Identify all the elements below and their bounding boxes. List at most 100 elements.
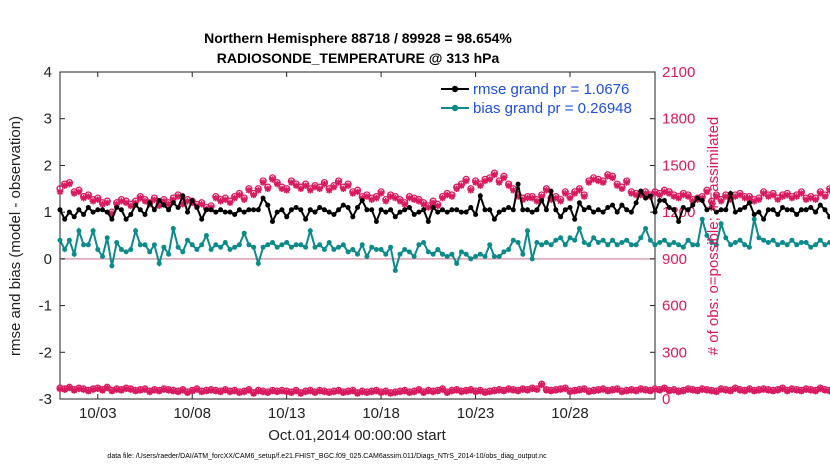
obs_assimilated-point [458, 182, 465, 189]
obs_assimilated-point [363, 193, 371, 200]
rmse-point [449, 207, 455, 213]
rmse-point [784, 207, 790, 213]
bias-point [501, 249, 507, 255]
rmse-point [827, 214, 830, 220]
obs_lower_assimilated-point [66, 384, 73, 392]
obs_assimilated-point [264, 185, 271, 192]
rmse-point [775, 212, 781, 217]
rmse-point [274, 209, 280, 215]
bias-point [827, 240, 830, 245]
rmse-point [435, 209, 441, 215]
rmse-point [709, 205, 715, 210]
obs_assimilated-point [335, 179, 342, 186]
legend-bias-marker [451, 104, 459, 112]
rmse-point [520, 207, 526, 213]
legend: rmse grand pr = 1.0676 bias grand pr = 0… [435, 78, 650, 118]
obs_lower_assimilated-point [453, 387, 460, 394]
obs_assimilated-point [774, 196, 781, 203]
rmse-point [553, 207, 559, 213]
rmse-point [789, 207, 795, 213]
obs_assimilated-point [141, 198, 149, 205]
obs_lower_assimilated-point [368, 388, 375, 396]
rmse-point [652, 209, 658, 215]
bias-point [326, 240, 332, 245]
obs_lower_assimilated-point [703, 387, 711, 394]
obs_lower_assimilated-point [127, 386, 135, 393]
rmse-point [548, 188, 554, 194]
legend-rmse-label: rmse grand pr = 1.0676 [473, 81, 629, 98]
obs_lower_assimilated-point [477, 388, 484, 395]
rmse-point [189, 198, 195, 203]
obs_lower_assimilated-point [288, 389, 295, 396]
x-tick-label: 10/08 [173, 405, 211, 422]
bias-point [369, 244, 375, 250]
rmse-point [151, 207, 157, 213]
rmse-point [203, 207, 209, 213]
obs_assimilated-point [415, 198, 423, 205]
bias-point [288, 244, 294, 250]
rmse-point [222, 209, 228, 215]
rmse-point [444, 209, 450, 215]
bias-point [123, 249, 129, 255]
obs_lower_assimilated-point [222, 387, 229, 394]
bias-point [118, 247, 124, 252]
rmse-point [100, 207, 105, 213]
bias-point [284, 240, 290, 245]
obs_assimilated-point [122, 199, 130, 206]
obs_lower_assimilated-point [462, 388, 470, 395]
obs_lower_assimilated-point [699, 386, 706, 393]
rmse-point [468, 205, 474, 210]
rmse-point [161, 202, 167, 208]
obs_assimilated-point [543, 187, 550, 194]
bias-point [95, 247, 101, 252]
bias-point [817, 237, 823, 243]
obs_lower_assimilated-point [755, 387, 763, 394]
obs_assimilated-point [628, 190, 635, 197]
obs_lower_assimilated-point [727, 388, 734, 395]
bias-point [624, 237, 630, 243]
obs_assimilated-point [510, 187, 517, 194]
rmse-point [567, 205, 573, 210]
rmse-point [685, 207, 691, 213]
rmse-point [690, 202, 696, 208]
obs_lower_assimilated-point [481, 389, 489, 396]
rmse-point [680, 205, 686, 210]
bias-point [628, 242, 634, 248]
rmse-point [425, 219, 431, 224]
x-tick-label: 10/28 [551, 405, 589, 422]
bias-point [227, 247, 233, 252]
bias-point [728, 242, 734, 248]
obs_lower_assimilated-point [141, 386, 149, 393]
obs_assimilated-point [160, 198, 168, 205]
obs_lower_assimilated-point [717, 386, 725, 393]
y-tick-left-label: -1 [39, 298, 52, 315]
obs_assimilated-point [155, 202, 163, 210]
obs_assimilated-point [118, 198, 125, 205]
bias-point [444, 254, 450, 259]
rmse-point [718, 207, 724, 213]
obs_assimilated-point [495, 179, 503, 186]
obs_assimilated-point [618, 185, 626, 192]
bias-point [614, 242, 620, 248]
bias-point [539, 242, 545, 248]
rmse-point [175, 205, 181, 210]
bias-point [279, 242, 285, 248]
obs_assimilated-point [788, 194, 796, 202]
obs_lower_assimilated-point [736, 387, 744, 394]
obs_assimilated-point [533, 198, 541, 205]
obs_lower_assimilated-point [500, 388, 508, 395]
bias-point [595, 240, 601, 245]
obs_lower_assimilated-point [495, 387, 503, 394]
rmse-point [364, 207, 370, 213]
obs_assimilated-point [80, 194, 87, 202]
bias-point [713, 242, 719, 248]
obs_lower_assimilated-point [788, 386, 796, 393]
obs_lower_assimilated-point [108, 388, 116, 395]
obs_assimilated-point [222, 196, 229, 203]
obs_lower_assimilated-point [580, 386, 588, 393]
rmse-point [307, 207, 313, 213]
obs_lower_assimilated-point [61, 386, 68, 393]
y-tick-right-label: 2100 [662, 64, 695, 81]
x-axis-label: Oct.01,2014 00:00:00 start [268, 427, 446, 444]
obs_assimilated-point [580, 193, 588, 200]
